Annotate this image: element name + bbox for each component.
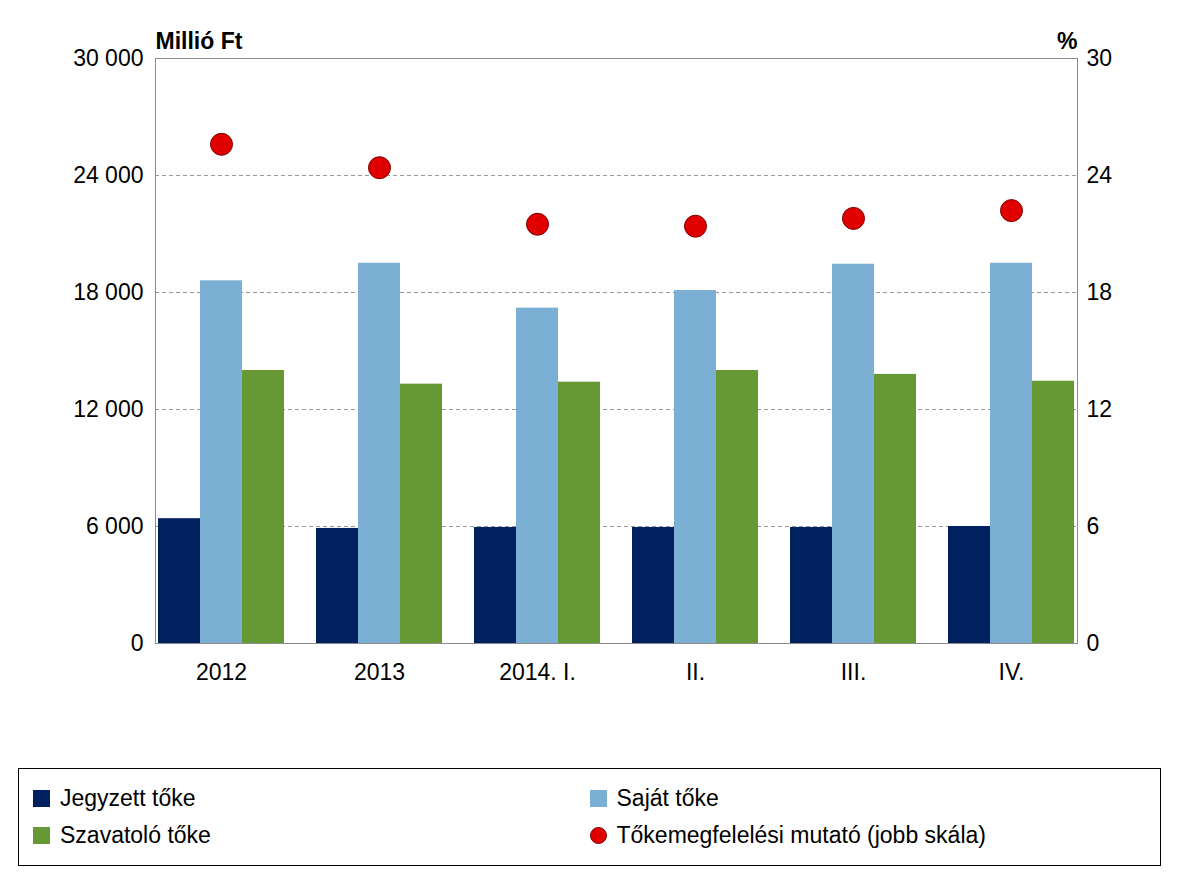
svg-text:II.: II. (686, 659, 705, 685)
svg-text:III.: III. (841, 659, 867, 685)
svg-text:Millió Ft: Millió Ft (156, 28, 243, 54)
html-text:Szavatoló tőke: Szavatoló tőke (60, 822, 211, 848)
svg-text:IV.: IV. (998, 659, 1024, 685)
svg-text:6 000: 6 000 (86, 513, 144, 539)
svg-text:2012: 2012 (196, 659, 247, 685)
svg-text:30: 30 (1087, 45, 1113, 71)
svg-text:24 000: 24 000 (73, 162, 143, 188)
svg-text:12: 12 (1087, 396, 1113, 422)
html-text:Jegyzett tőke: Jegyzett tőke (60, 785, 196, 811)
svg-text:2013: 2013 (354, 659, 405, 685)
svg-text:6: 6 (1087, 513, 1100, 539)
svg-text:12 000: 12 000 (73, 396, 143, 422)
svg-text:2014. I.: 2014. I. (499, 659, 576, 685)
svg-text:18: 18 (1087, 279, 1113, 305)
svg-text:0: 0 (131, 630, 144, 656)
svg-text:24: 24 (1087, 162, 1113, 188)
svg-text:0: 0 (1087, 630, 1100, 656)
html-text:Saját tőke: Saját tőke (616, 785, 719, 811)
svg-text:18 000: 18 000 (73, 279, 143, 305)
svg-text:30 000: 30 000 (73, 45, 143, 71)
html-text:Tőkemegfelelési mutató (jobb s: Tőkemegfelelési mutató (jobb skála) (616, 822, 986, 848)
svg-text:%: % (1057, 28, 1077, 54)
